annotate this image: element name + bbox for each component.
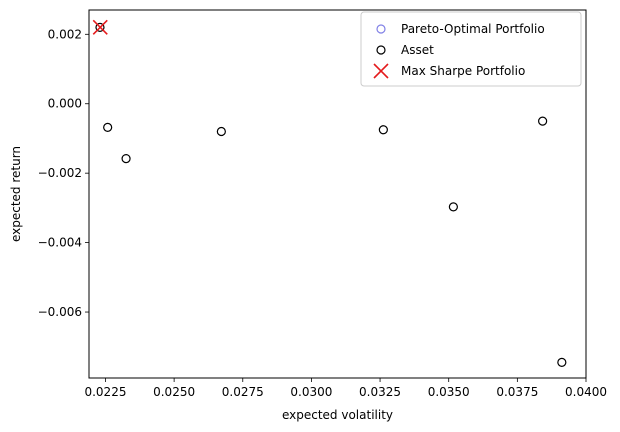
legend: Pareto-Optimal Portfolio Asset Max Sharpe … xyxy=(360,11,582,87)
y-tick-label: 0.000 xyxy=(48,97,82,111)
plot-frame xyxy=(88,9,587,379)
y-tick-label: −0.006 xyxy=(38,305,82,319)
y-tick-label: −0.002 xyxy=(38,166,82,180)
asset-point xyxy=(538,116,548,126)
legend-marker-2 xyxy=(373,63,389,79)
asset-point xyxy=(103,122,113,132)
asset-point xyxy=(121,153,131,164)
legend-entry-label: Max Sharpe Portfolio xyxy=(401,64,525,78)
asset-point xyxy=(378,125,388,135)
x-tick-label: 0.0325 xyxy=(359,385,401,399)
y-tick-label: −0.004 xyxy=(38,236,82,250)
asset-point xyxy=(95,22,105,32)
legend-box xyxy=(360,11,582,87)
x-tick-label: 0.0275 xyxy=(222,385,264,399)
x-axis: 0.0225 0.0250 0.0275 0.0300 0.0325 0.0350 0.03… xyxy=(84,378,607,399)
x-tick-label: 0.0250 xyxy=(153,385,195,399)
legend-marker-2-stroke xyxy=(373,63,389,79)
y-axis-label: expected return xyxy=(9,146,23,242)
legend-entry-label: Pareto-Optimal Portfolio xyxy=(401,22,545,36)
legend-marker-1 xyxy=(376,45,386,55)
x-axis-label: expected volatility xyxy=(282,408,393,422)
asset-point xyxy=(448,202,458,212)
x-tick-label: 0.0400 xyxy=(565,385,607,399)
plot-area xyxy=(88,9,587,379)
max-sharpe-portfolio-point xyxy=(92,19,108,35)
x-tick-label: 0.0350 xyxy=(428,385,470,399)
max-sharpe-portfolio-point-stroke xyxy=(92,19,108,35)
legend-entry-label: Asset xyxy=(401,43,434,57)
asset-point xyxy=(557,357,567,367)
y-tick-label: 0.002 xyxy=(48,27,82,41)
x-tick-label: 0.0375 xyxy=(496,385,538,399)
legend-marker-0 xyxy=(376,24,386,34)
x-tick-label: 0.0225 xyxy=(84,385,126,399)
asset-point xyxy=(216,126,226,137)
y-axis: 0.002 0.000 −0.002 −0.004 −0.006 xyxy=(38,27,89,319)
data-points xyxy=(92,19,567,367)
x-tick-label: 0.0300 xyxy=(290,385,332,399)
